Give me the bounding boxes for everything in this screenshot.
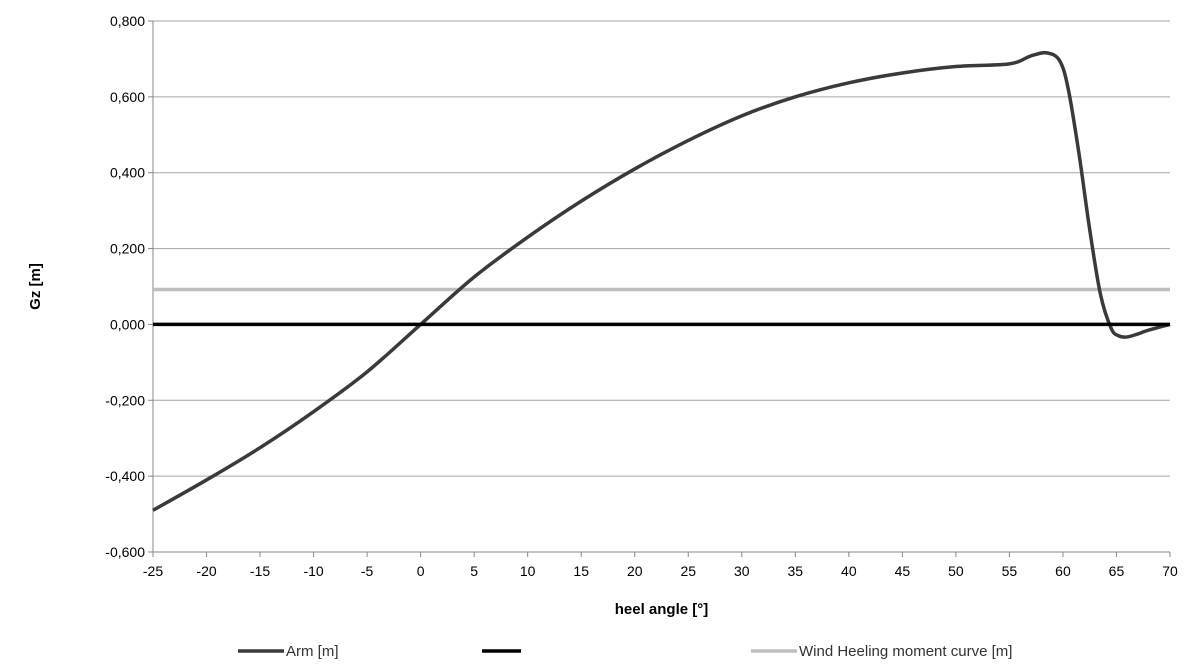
series-line-arm	[152, 50, 1171, 512]
x-tick-label: 30	[734, 563, 750, 579]
x-tick-label: 40	[841, 563, 857, 579]
y-tick-label: 0,000	[110, 316, 145, 332]
x-tick-label: 25	[680, 563, 696, 579]
legend: Arm [m] Wind Heeling moment curve [m]	[238, 643, 1012, 660]
x-tick-label: -5	[361, 563, 374, 579]
x-tick-label: 65	[1109, 563, 1125, 579]
x-tick-label: -25	[143, 563, 163, 579]
y-tick-label: -0,400	[105, 468, 145, 484]
x-tick-label: -10	[303, 563, 323, 579]
x-tick-label: 15	[573, 563, 589, 579]
x-tick-label: 45	[895, 563, 911, 579]
y-tick-label: 0,200	[110, 241, 145, 257]
x-tick-label: -15	[250, 563, 270, 579]
x-tick-label: 10	[520, 563, 536, 579]
legend-label: Wind Heeling moment curve [m]	[799, 643, 1012, 660]
y-tick-label: -0,600	[105, 544, 145, 560]
y-tick-label: 0,800	[110, 13, 145, 29]
x-tick-label: 5	[470, 563, 478, 579]
y-axis-title: Gz [m]	[27, 263, 44, 310]
legend-label: Arm [m]	[286, 643, 339, 660]
y-tick-labels: -0,600 -0,400 -0,200 0,000 0,200 0,400 0,600 0,…	[105, 13, 145, 560]
y-tick-label: -0,200	[105, 392, 145, 408]
x-tick-label: 0	[417, 563, 425, 579]
x-tick-label: -20	[196, 563, 216, 579]
x-tick-label: 70	[1162, 563, 1178, 579]
x-axis-title: heel angle [°]	[615, 601, 709, 618]
legend-item-arm: Arm [m]	[238, 643, 339, 660]
legend-item-wind-heeling: Wind Heeling moment curve [m]	[751, 643, 1012, 660]
y-tick-label: 0,400	[110, 165, 145, 181]
x-tick-label: 60	[1055, 563, 1071, 579]
y-tick-label: 0,600	[110, 89, 145, 105]
x-tick-labels: -25 -20 -15 -10 -5 0 5 10 15 20 25 30 35 40 45 50 55 60 65…	[143, 563, 1178, 579]
x-tick-label: 55	[1002, 563, 1018, 579]
x-tick-label: 35	[788, 563, 804, 579]
x-tick-label: 50	[948, 563, 964, 579]
axes	[152, 21, 1170, 553]
x-tick-label: 20	[627, 563, 643, 579]
series	[152, 50, 1171, 512]
